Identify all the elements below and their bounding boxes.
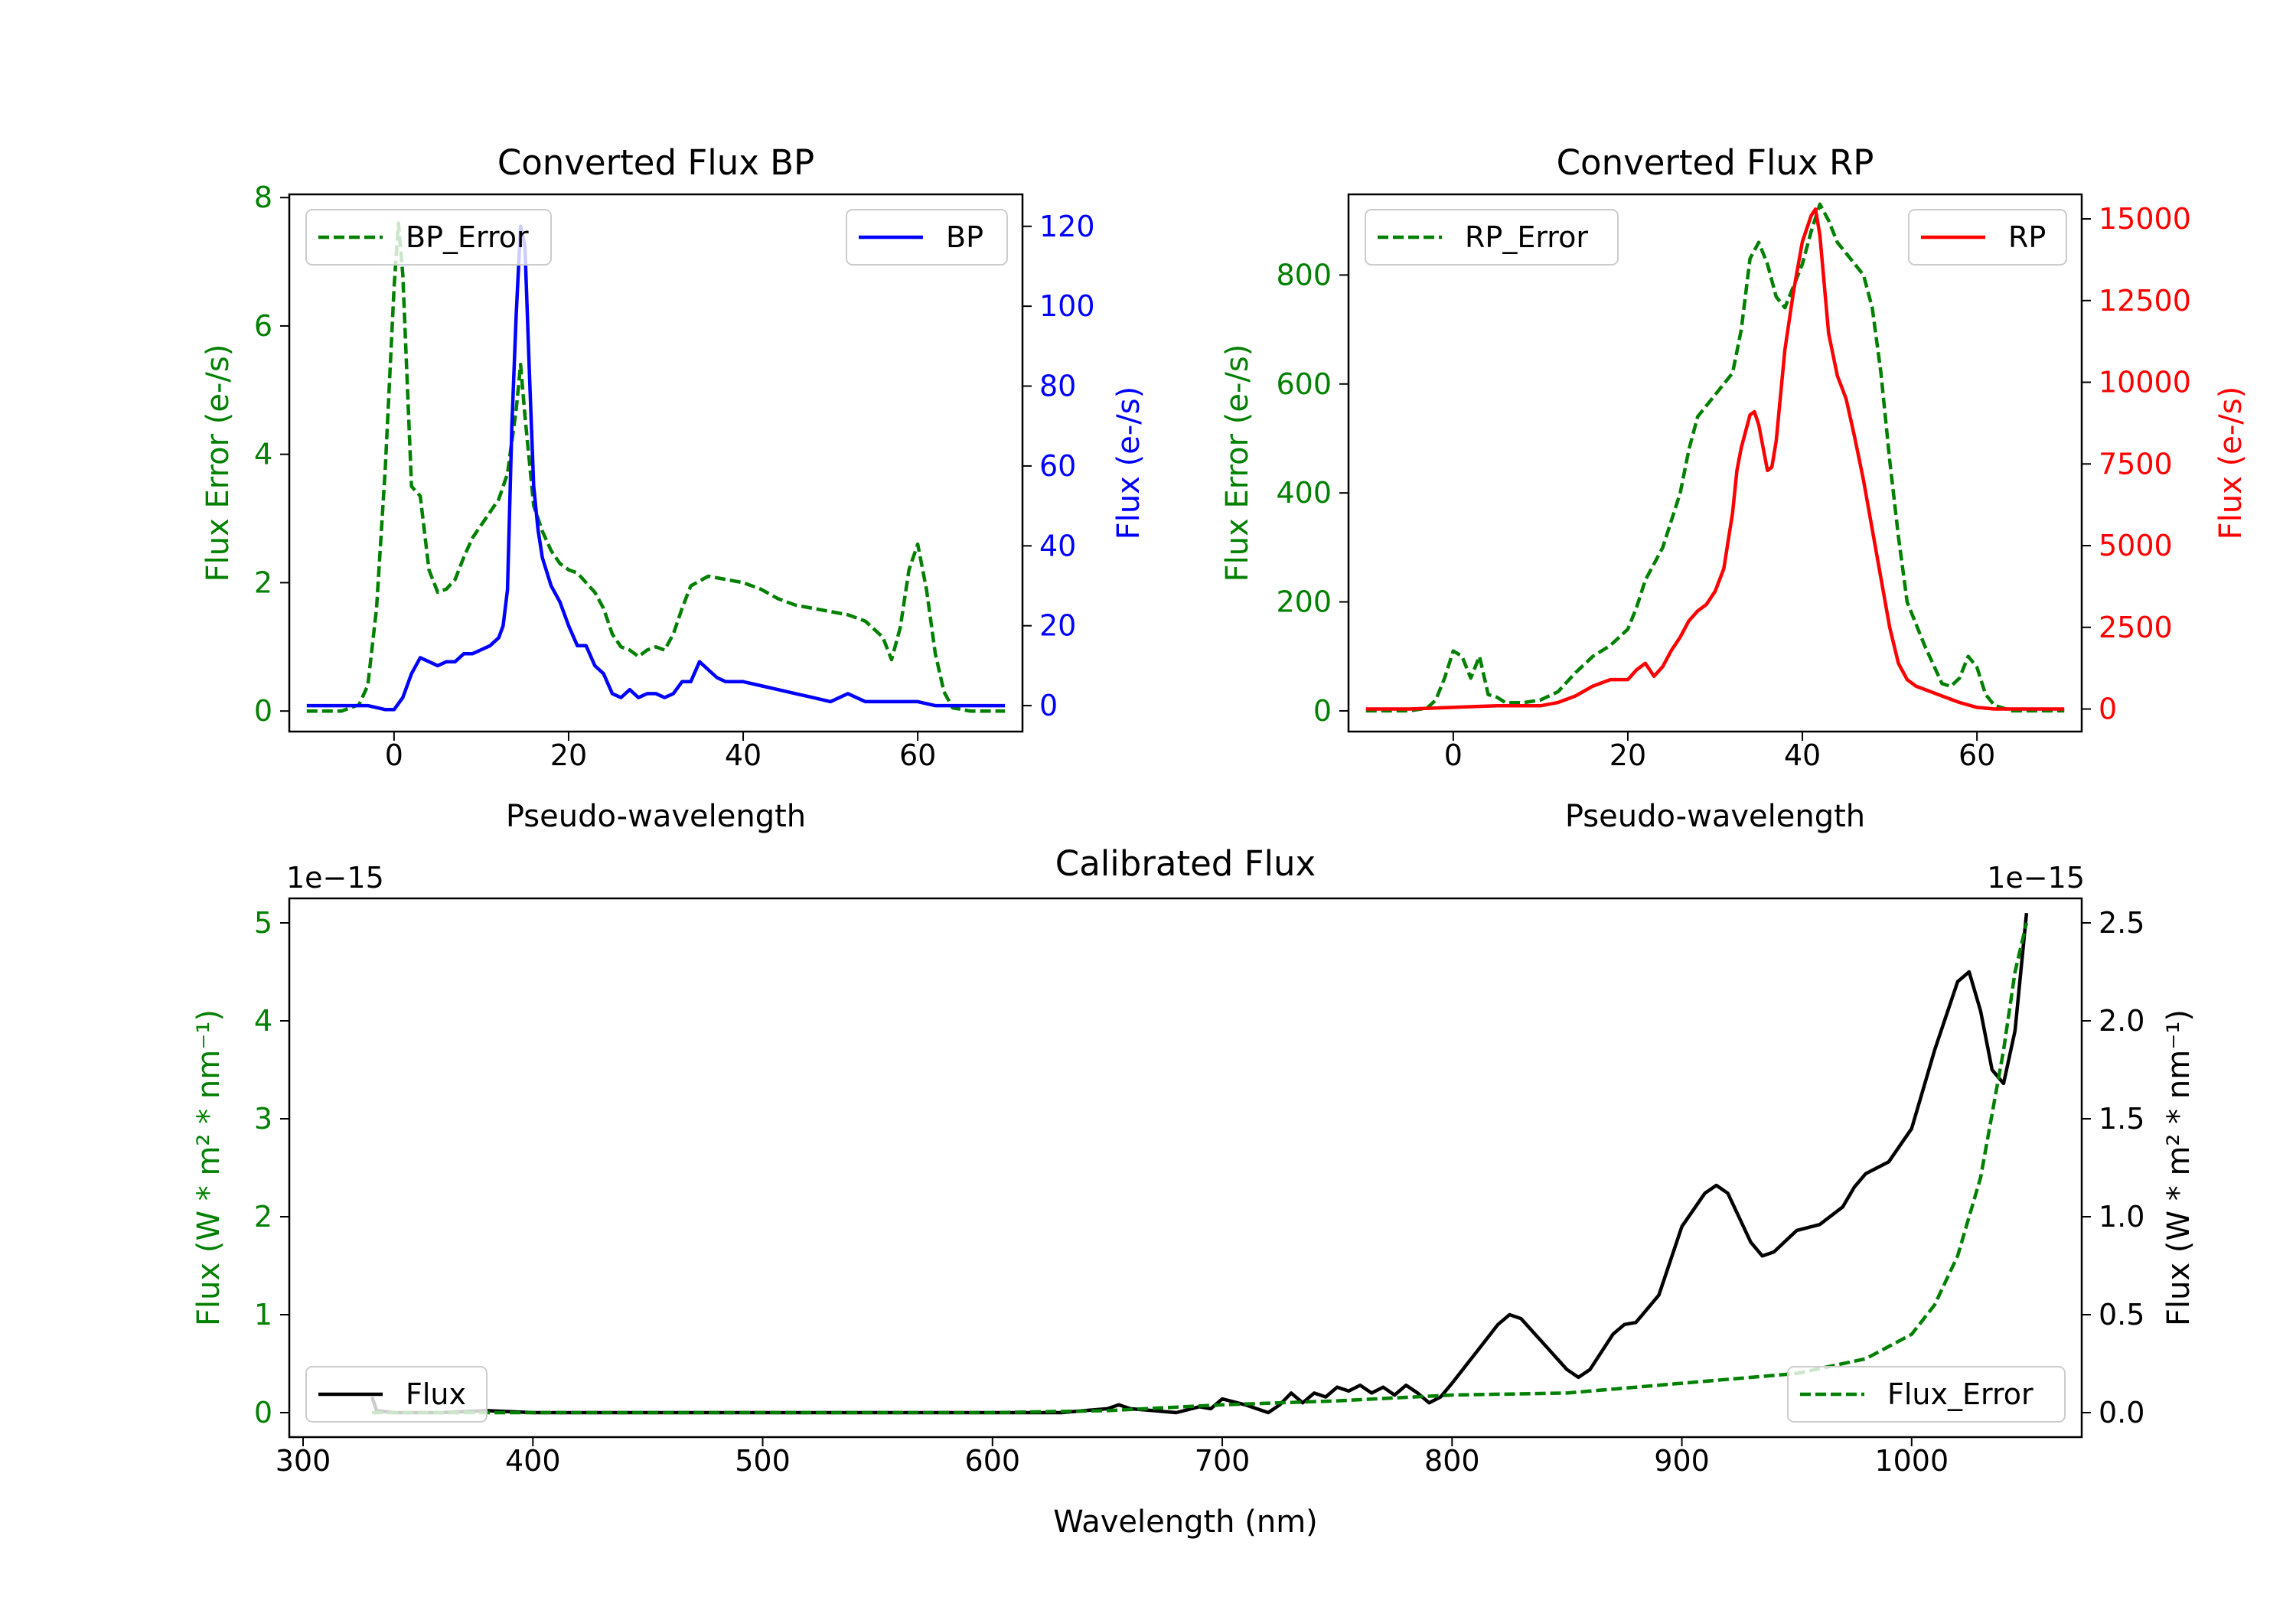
- left-y-tick-label: 4: [254, 1004, 272, 1038]
- left-y-tick-label: 4: [254, 438, 272, 471]
- plot-frame: [1347, 193, 2083, 733]
- legend-box: [305, 1366, 488, 1423]
- right-y-tick-label: 0.5: [2099, 1298, 2144, 1332]
- x-axis-label: Wavelength (nm): [1053, 1504, 1318, 1540]
- left-y-tick-label: 0: [254, 1396, 272, 1429]
- right-y-axis-label: Flux (e-/s): [2213, 386, 2249, 539]
- right-y-tick-label: 20: [1039, 609, 1076, 643]
- left-y-tick-label: 0: [254, 694, 272, 728]
- right-y-tick-label: 80: [1039, 370, 1076, 403]
- left-y-tick-label: 8: [254, 181, 272, 214]
- x-tick-label: 20: [1609, 738, 1646, 772]
- legend-label: RP: [2008, 220, 2046, 254]
- right-y-tick-label: 0.0: [2099, 1396, 2144, 1429]
- right-y-tick-label: 40: [1039, 529, 1076, 562]
- left-y-tick-label: 400: [1276, 476, 1332, 510]
- x-axis-label: Pseudo-wavelength: [506, 799, 806, 834]
- left-y-tick-label: 0: [1313, 694, 1332, 728]
- plot-frame: [288, 193, 1024, 733]
- legend-rp-error: RP_Error: [1365, 209, 1619, 266]
- legend-label: Flux: [406, 1377, 466, 1411]
- plot-frame: [288, 897, 2083, 1439]
- legend-label: BP: [946, 220, 983, 254]
- legend-box: [1908, 209, 2067, 266]
- x-tick-label: 700: [1195, 1444, 1251, 1478]
- left-y-tick-label: 3: [254, 1102, 272, 1136]
- x-tick-label: 20: [550, 738, 587, 772]
- x-tick-label: 900: [1654, 1444, 1710, 1478]
- x-axis-label: Pseudo-wavelength: [1565, 799, 1865, 834]
- legend-box: [1787, 1366, 2066, 1423]
- left-y-tick-label: 800: [1276, 258, 1332, 292]
- left-y-axis-label: Flux Error (e-/s): [1220, 344, 1255, 582]
- right-axis-offset-label: 1e−15: [1987, 861, 2085, 895]
- right-y-axis-label: Flux (e-/s): [1111, 386, 1146, 539]
- chart-title: Converted Flux RP: [1557, 142, 1874, 183]
- left-y-tick-label: 600: [1276, 367, 1332, 401]
- chart-title: Converted Flux BP: [497, 142, 814, 183]
- series-line-bp: [306, 224, 1006, 712]
- right-y-tick-label: 2.5: [2099, 906, 2144, 940]
- x-tick-label: 0: [1444, 738, 1463, 772]
- series-line-flux: [370, 912, 2029, 1415]
- legend-flux: Flux: [305, 1366, 488, 1423]
- chart-title: Calibrated Flux: [1055, 843, 1316, 884]
- series-line-flux-error: [372, 922, 2029, 1415]
- left-y-tick-label: 2: [254, 1200, 272, 1234]
- right-y-tick-label: 2500: [2099, 611, 2173, 644]
- legend-label: Flux_Error: [1887, 1377, 2033, 1411]
- left-axis-offset-label: 1e−15: [286, 861, 384, 895]
- legend-flux-error: Flux_Error: [1787, 1366, 2066, 1423]
- right-y-tick-label: 100: [1039, 289, 1095, 323]
- left-y-tick-label: 2: [254, 566, 272, 599]
- legend-box: [846, 209, 1008, 266]
- right-y-tick-label: 120: [1039, 210, 1095, 243]
- right-y-tick-label: 7500: [2099, 447, 2173, 481]
- right-y-tick-label: 0: [2099, 693, 2117, 726]
- left-y-tick-label: 1: [254, 1298, 272, 1332]
- right-y-tick-label: 1.0: [2099, 1200, 2144, 1234]
- legend-label: RP_Error: [1465, 220, 1588, 254]
- x-tick-label: 300: [276, 1444, 331, 1478]
- series-line-rp: [1365, 207, 2065, 711]
- left-y-tick-label: 5: [254, 906, 272, 940]
- right-y-axis-label: Flux (W * m² * nm⁻¹): [2161, 1009, 2197, 1326]
- x-tick-label: 400: [505, 1444, 561, 1478]
- right-y-tick-label: 1.5: [2099, 1102, 2144, 1136]
- left-y-axis-label: Flux Error (e-/s): [201, 344, 236, 582]
- x-tick-label: 0: [385, 738, 403, 772]
- chart-3: Calibrated Flux 300 400 500 600 700 800 900 1000…: [191, 843, 2197, 1540]
- right-y-tick-label: 5000: [2099, 529, 2173, 562]
- x-tick-label: 1000: [1874, 1444, 1949, 1478]
- right-y-tick-label: 10000: [2099, 366, 2191, 399]
- legend-box: [305, 209, 552, 266]
- x-tick-label: 40: [725, 738, 762, 772]
- legend-bp: BP: [846, 209, 1008, 266]
- chart-1: Converted Flux BP0 20 40 60Pseudo-wavelengt…: [201, 142, 1146, 834]
- x-tick-label: 60: [1958, 738, 1995, 772]
- right-y-tick-label: 60: [1039, 449, 1076, 483]
- x-tick-label: 600: [965, 1444, 1021, 1478]
- legend-bp-error: BP_Error: [305, 209, 552, 266]
- left-y-tick-label: 200: [1276, 585, 1332, 619]
- x-tick-label: 500: [735, 1444, 791, 1478]
- x-tick-label: 800: [1424, 1444, 1480, 1478]
- legend-box: [1365, 209, 1619, 266]
- left-y-tick-label: 6: [254, 309, 272, 343]
- right-y-tick-label: 15000: [2099, 202, 2191, 236]
- right-y-tick-label: 2.0: [2099, 1004, 2144, 1038]
- right-y-tick-label: 12500: [2099, 284, 2191, 318]
- x-tick-label: 40: [1784, 738, 1821, 772]
- left-y-axis-label: Flux (W * m² * nm⁻¹): [191, 1009, 227, 1326]
- x-tick-label: 60: [899, 738, 936, 772]
- legend-rp: RP: [1908, 209, 2067, 266]
- chart-2: Converted Flux RP 0 20 40 60 Pseudo-wavelengt…: [1220, 142, 2249, 834]
- series-line-rp-error: [1365, 202, 2065, 713]
- series-line-bp-error: [306, 221, 1006, 713]
- right-y-tick-label: 0: [1039, 689, 1058, 722]
- legend-label: BP_Error: [406, 220, 529, 254]
